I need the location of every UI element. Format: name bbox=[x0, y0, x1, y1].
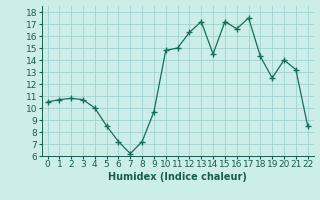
X-axis label: Humidex (Indice chaleur): Humidex (Indice chaleur) bbox=[108, 172, 247, 182]
